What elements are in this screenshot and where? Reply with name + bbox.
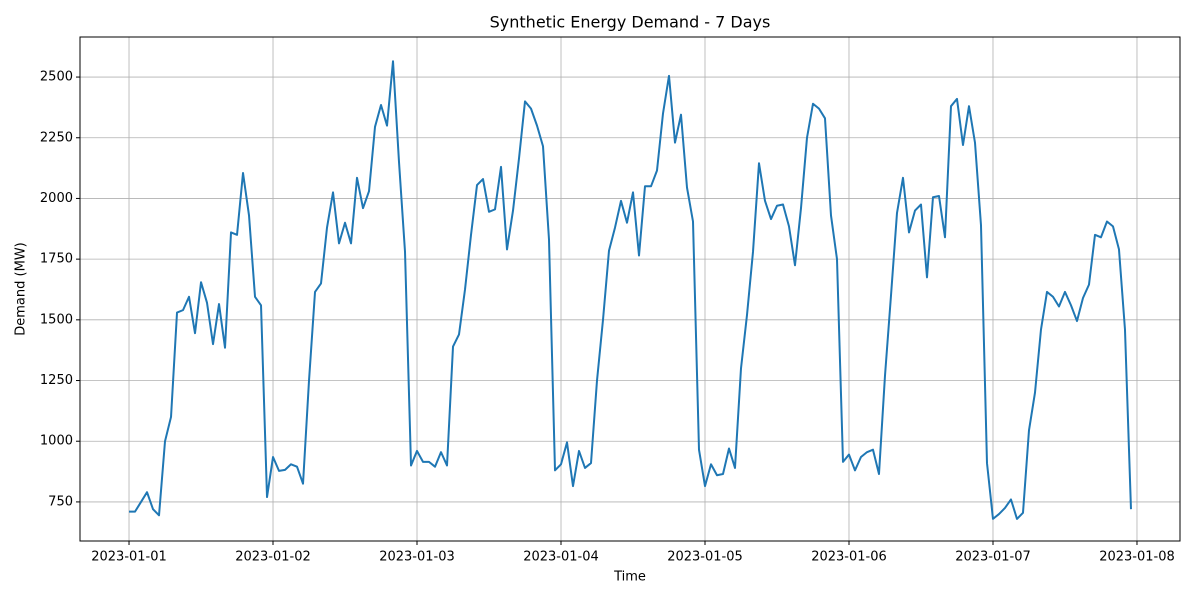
chart-title: Synthetic Energy Demand - 7 Days xyxy=(490,13,771,32)
data-line xyxy=(129,60,1132,520)
y-tick-label: 750 xyxy=(48,494,73,509)
x-tick-label: 2023-01-08 xyxy=(1099,550,1175,565)
x-tick-label: 2023-01-02 xyxy=(235,550,311,565)
x-tick-label: 2023-01-05 xyxy=(667,550,743,565)
y-tick-label: 1500 xyxy=(40,312,73,327)
x-axis-label: Time xyxy=(613,570,646,585)
x-tick-label: 2023-01-06 xyxy=(811,550,887,565)
x-tick-label: 2023-01-04 xyxy=(523,550,599,565)
y-tick-label: 1250 xyxy=(40,373,73,388)
y-tick-label: 1000 xyxy=(40,434,73,449)
y-tick-label: 2000 xyxy=(40,191,73,206)
plot-frame xyxy=(79,36,1181,542)
y-tick-label: 2500 xyxy=(40,70,73,85)
x-tick-label: 2023-01-07 xyxy=(955,550,1031,565)
y-tick-label: 1750 xyxy=(40,252,73,267)
y-axis-label: Demand (MW) xyxy=(14,242,29,335)
y-tick-label: 2250 xyxy=(40,130,73,145)
x-tick-label: 2023-01-03 xyxy=(379,550,455,565)
x-tick-label: 2023-01-01 xyxy=(91,550,167,565)
